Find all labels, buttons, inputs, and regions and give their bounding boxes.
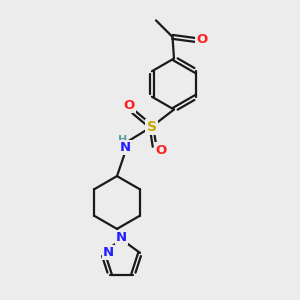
- Text: N: N: [103, 246, 114, 259]
- Text: N: N: [116, 231, 127, 244]
- Text: H: H: [118, 135, 127, 145]
- Text: N: N: [120, 141, 131, 154]
- Text: O: O: [123, 99, 135, 112]
- Text: O: O: [196, 33, 207, 46]
- Text: S: S: [146, 120, 157, 134]
- Text: O: O: [155, 143, 167, 157]
